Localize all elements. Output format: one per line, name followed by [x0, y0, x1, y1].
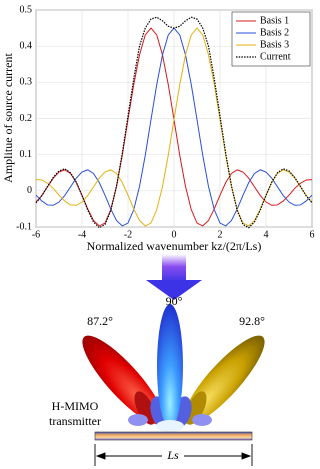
x-tick-label: -2: [124, 229, 132, 240]
label-bg: [162, 448, 184, 462]
y-tick-label: 0.1: [20, 149, 33, 160]
x-tick-label: 0: [172, 229, 177, 240]
x-axis-label: Normalized wavenumber kz/(2π/Ls): [87, 239, 262, 253]
transmitter-label: transmitter: [49, 414, 101, 428]
angle-label: 87.2°: [87, 314, 113, 328]
x-tick-label: 2: [218, 229, 223, 240]
legend-label: Basis 3: [260, 39, 289, 50]
angle-label: 90°: [166, 294, 183, 308]
y-tick-label: 0.5: [20, 4, 33, 15]
transmitter-array: [94, 431, 253, 441]
y-tick-label: 0.2: [20, 113, 33, 124]
radiation-pattern: [82, 304, 265, 432]
x-tick-label: 6: [310, 229, 315, 240]
transmitter-label: H-MIMO: [52, 399, 99, 413]
y-tick-label: 0.3: [20, 77, 33, 88]
length-label: Ls: [166, 448, 179, 462]
x-tick-label: 4: [264, 229, 269, 240]
y-axis-label: Amplitue of source current: [1, 53, 15, 183]
y-tick-label: 0: [27, 185, 32, 196]
legend-label: Basis 2: [260, 27, 289, 38]
legend-label: Current: [260, 51, 291, 62]
x-tick-label: -4: [78, 229, 86, 240]
y-tick-label: -0.1: [16, 221, 32, 232]
transition-arrow: [146, 254, 202, 300]
series-line: [35, 27, 313, 227]
x-tick-label: -6: [32, 229, 40, 240]
series-line: [35, 16, 313, 229]
angle-label: 92.8°: [239, 314, 265, 328]
legend-label: Basis 1: [260, 15, 289, 26]
y-tick-label: 0.4: [20, 40, 33, 51]
